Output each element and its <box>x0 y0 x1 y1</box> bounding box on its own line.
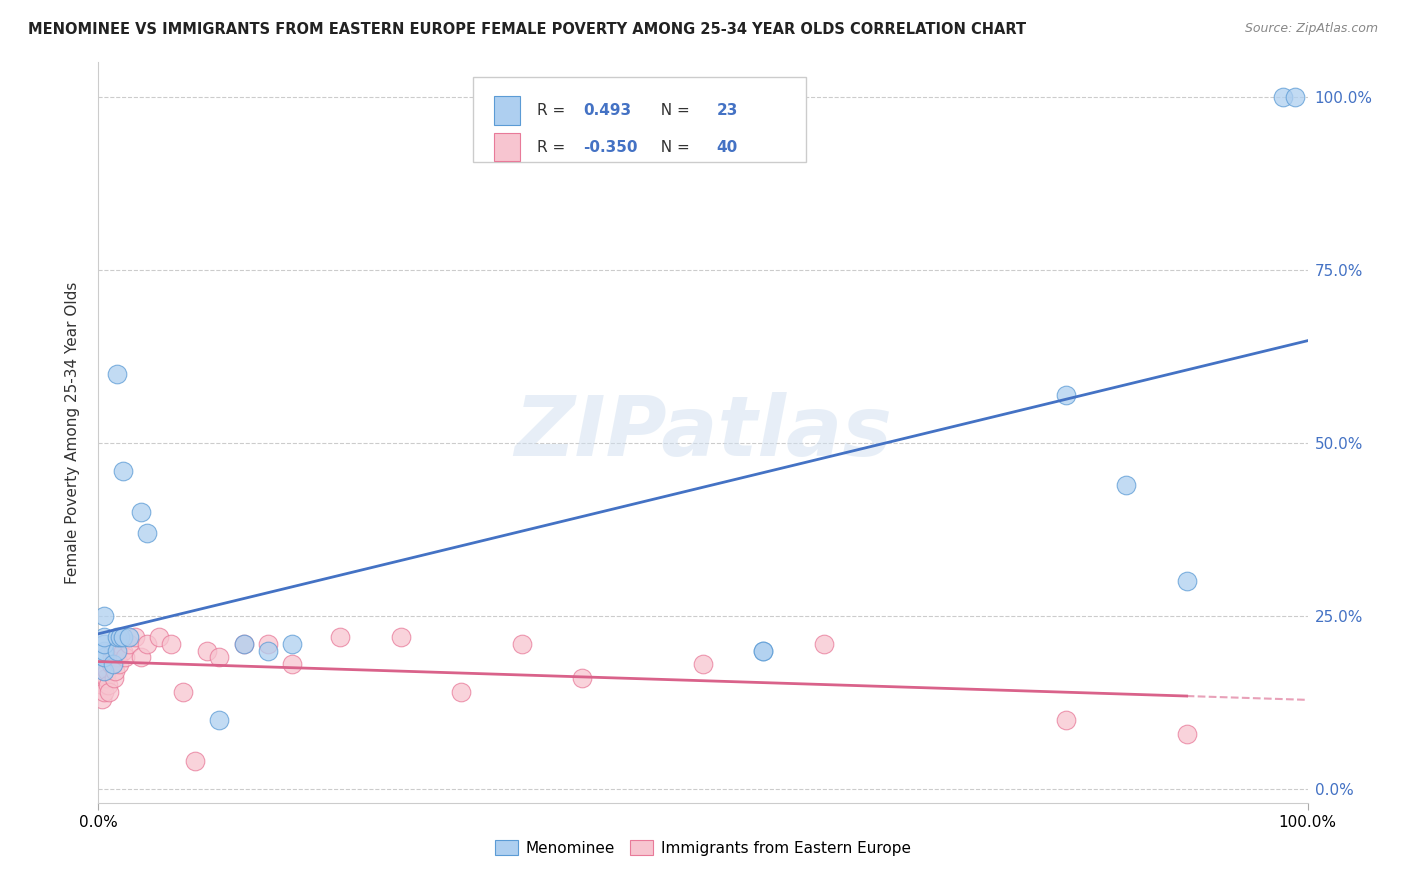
Text: -0.350: -0.350 <box>583 139 638 154</box>
Point <box>124 630 146 644</box>
Point <box>232 637 254 651</box>
Point <box>135 525 157 540</box>
Text: ZIPatlas: ZIPatlas <box>515 392 891 473</box>
Point <box>208 650 231 665</box>
Point <box>93 665 115 679</box>
Point <box>1272 90 1295 104</box>
Point <box>105 630 128 644</box>
Point <box>129 505 152 519</box>
Point <box>692 657 714 672</box>
Point <box>118 630 141 644</box>
Point <box>105 367 128 381</box>
FancyBboxPatch shape <box>474 78 806 162</box>
Point <box>184 754 207 768</box>
Bar <box>494 133 520 161</box>
Point <box>329 630 352 644</box>
Point <box>752 643 775 657</box>
Point <box>1054 387 1077 401</box>
Point <box>1175 726 1198 740</box>
Point <box>94 671 117 685</box>
Text: N =: N = <box>651 103 695 118</box>
Point <box>107 643 129 657</box>
Point <box>135 637 157 651</box>
Text: 23: 23 <box>716 103 738 118</box>
Point <box>91 678 114 692</box>
Text: R =: R = <box>537 103 571 118</box>
Point <box>100 657 122 672</box>
Point <box>96 665 118 679</box>
Point <box>129 650 152 665</box>
Point <box>450 685 472 699</box>
Point <box>1115 477 1137 491</box>
Point <box>98 685 121 699</box>
Point <box>571 671 593 685</box>
Point <box>256 637 278 651</box>
Point <box>1175 574 1198 589</box>
Point <box>93 609 115 624</box>
Point <box>108 657 131 672</box>
Point <box>1054 713 1077 727</box>
Point <box>281 637 304 651</box>
Point <box>111 464 134 478</box>
Point <box>100 650 122 665</box>
Point <box>195 643 218 657</box>
Point <box>93 685 115 699</box>
Point <box>91 692 114 706</box>
Point <box>118 637 141 651</box>
Legend: Menominee, Immigrants from Eastern Europe: Menominee, Immigrants from Eastern Europ… <box>489 834 917 862</box>
Point <box>281 657 304 672</box>
Bar <box>494 96 520 125</box>
Point <box>101 657 124 672</box>
Point <box>97 678 120 692</box>
Text: Source: ZipAtlas.com: Source: ZipAtlas.com <box>1244 22 1378 36</box>
Text: N =: N = <box>651 139 695 154</box>
Y-axis label: Female Poverty Among 25-34 Year Olds: Female Poverty Among 25-34 Year Olds <box>65 282 80 583</box>
Text: 0.493: 0.493 <box>583 103 631 118</box>
Text: MENOMINEE VS IMMIGRANTS FROM EASTERN EUROPE FEMALE POVERTY AMONG 25-34 YEAR OLDS: MENOMINEE VS IMMIGRANTS FROM EASTERN EUR… <box>28 22 1026 37</box>
Point <box>160 637 183 651</box>
Point <box>103 671 125 685</box>
Point <box>105 643 128 657</box>
Point <box>108 630 131 644</box>
Text: 40: 40 <box>716 139 738 154</box>
Point <box>93 637 115 651</box>
Point <box>105 650 128 665</box>
Text: R =: R = <box>537 139 571 154</box>
Point <box>93 650 115 665</box>
Point <box>108 637 131 651</box>
Point <box>172 685 194 699</box>
Point <box>93 630 115 644</box>
Point <box>111 630 134 644</box>
Point <box>148 630 170 644</box>
Point <box>752 643 775 657</box>
Point <box>104 665 127 679</box>
Point <box>111 643 134 657</box>
Point <box>208 713 231 727</box>
Point <box>93 643 115 657</box>
Point <box>510 637 533 651</box>
Point <box>1284 90 1306 104</box>
Point <box>232 637 254 651</box>
Point <box>256 643 278 657</box>
Point <box>114 650 136 665</box>
Point <box>813 637 835 651</box>
Point <box>389 630 412 644</box>
Point <box>101 643 124 657</box>
